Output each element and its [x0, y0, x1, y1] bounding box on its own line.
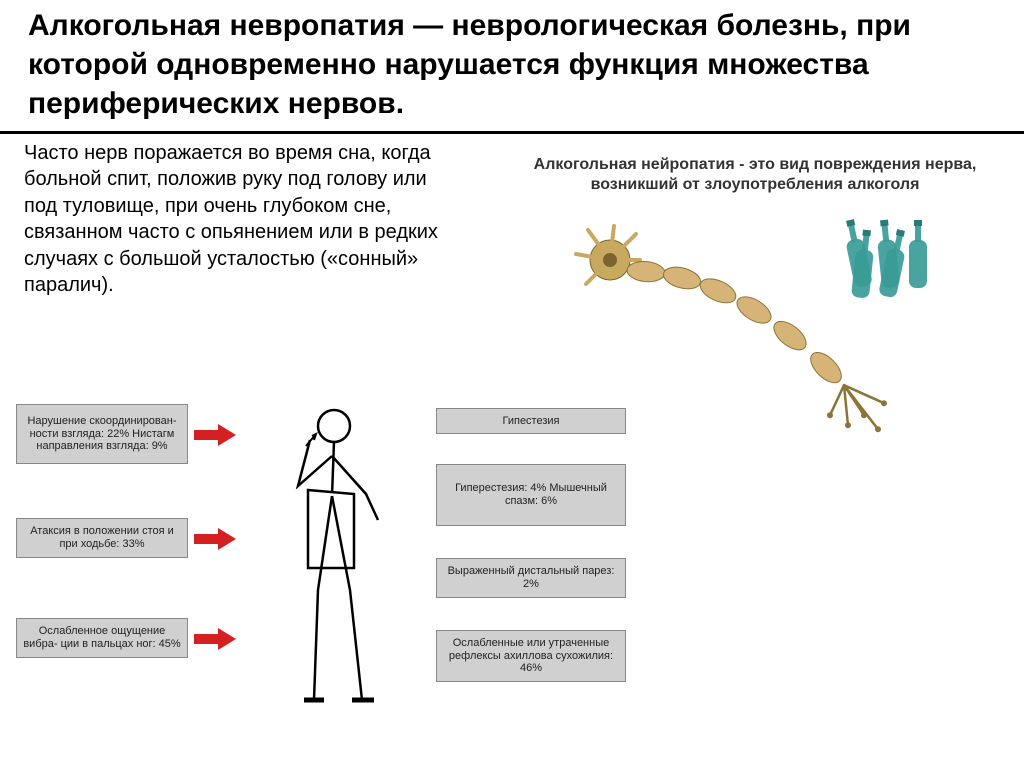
symptom-left-1: Атаксия в положении стоя и при ходьбе: 3… — [16, 518, 188, 558]
symptoms-infographic: Нарушение скоординирован- ности взгляда:… — [10, 390, 650, 750]
symptom-right-2: Выраженный дистальный парез: 2% — [436, 558, 626, 598]
body-paragraph: Часто нерв поражается во время сна, когд… — [0, 134, 470, 308]
symptom-left-0: Нарушение скоординирован- ности взгляда:… — [16, 404, 188, 464]
symptom-right-1: Гиперестезия: 4% Мышечный спазм: 6% — [436, 464, 626, 526]
neuron-caption: Алкогольная нейропатия - это вид поврежд… — [530, 155, 980, 195]
symptom-right-3: Ослабленные или утраченные рефлексы ахил… — [436, 630, 626, 682]
person-icon — [258, 400, 398, 720]
slide-title: Алкогольная невропатия — неврологическая… — [0, 0, 1024, 134]
symptom-left-2: Ослабленное ощущение вибра- ции в пальца… — [16, 618, 188, 658]
arrow-icon — [194, 424, 236, 446]
arrow-icon — [194, 528, 236, 550]
arrow-icon — [194, 628, 236, 650]
symptom-right-0: Гипестезия — [436, 408, 626, 434]
